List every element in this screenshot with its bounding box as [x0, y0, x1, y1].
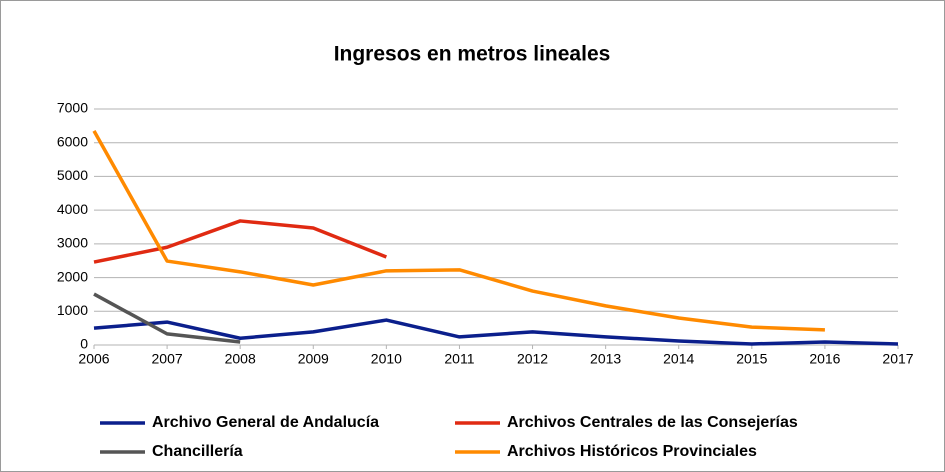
legend-label: Chancillería — [152, 443, 243, 460]
legend-label: Archivo General de Andalucía — [152, 414, 379, 431]
y-tick-label: 7000 — [57, 100, 88, 116]
y-tick-label: 5000 — [57, 167, 88, 183]
y-tick-label: 6000 — [57, 133, 88, 149]
series-line — [92, 130, 825, 332]
x-tick-label: 2017 — [882, 351, 913, 367]
x-tick-label: 2007 — [152, 351, 183, 367]
x-tick-label: 2010 — [371, 351, 402, 367]
x-tick-label: 2008 — [225, 351, 256, 367]
series-line — [93, 219, 388, 264]
x-tick-label: 2016 — [809, 351, 840, 367]
chart-title: Ingresos en metros lineales — [334, 43, 611, 66]
x-tick-label: 2012 — [517, 351, 548, 367]
legend-label: Archivos Centrales de las Consejerías — [507, 414, 798, 431]
x-tick-label: 2011 — [444, 351, 474, 367]
x-tick-label: 2014 — [663, 351, 694, 367]
y-tick-label: 4000 — [57, 201, 88, 217]
y-tick-label: 1000 — [57, 302, 88, 318]
y-tick-label: 3000 — [57, 235, 88, 251]
x-tick-label: 2015 — [736, 351, 767, 367]
x-tick-label: 2013 — [590, 351, 621, 367]
x-tick-label: 2006 — [78, 351, 109, 367]
y-tick-label: 0 — [80, 336, 88, 352]
series-line — [93, 292, 241, 344]
x-tick-label: 2009 — [298, 351, 329, 367]
series-line — [93, 318, 899, 346]
y-tick-label: 2000 — [57, 268, 88, 284]
legend-label: Archivos Históricos Provinciales — [507, 443, 757, 460]
